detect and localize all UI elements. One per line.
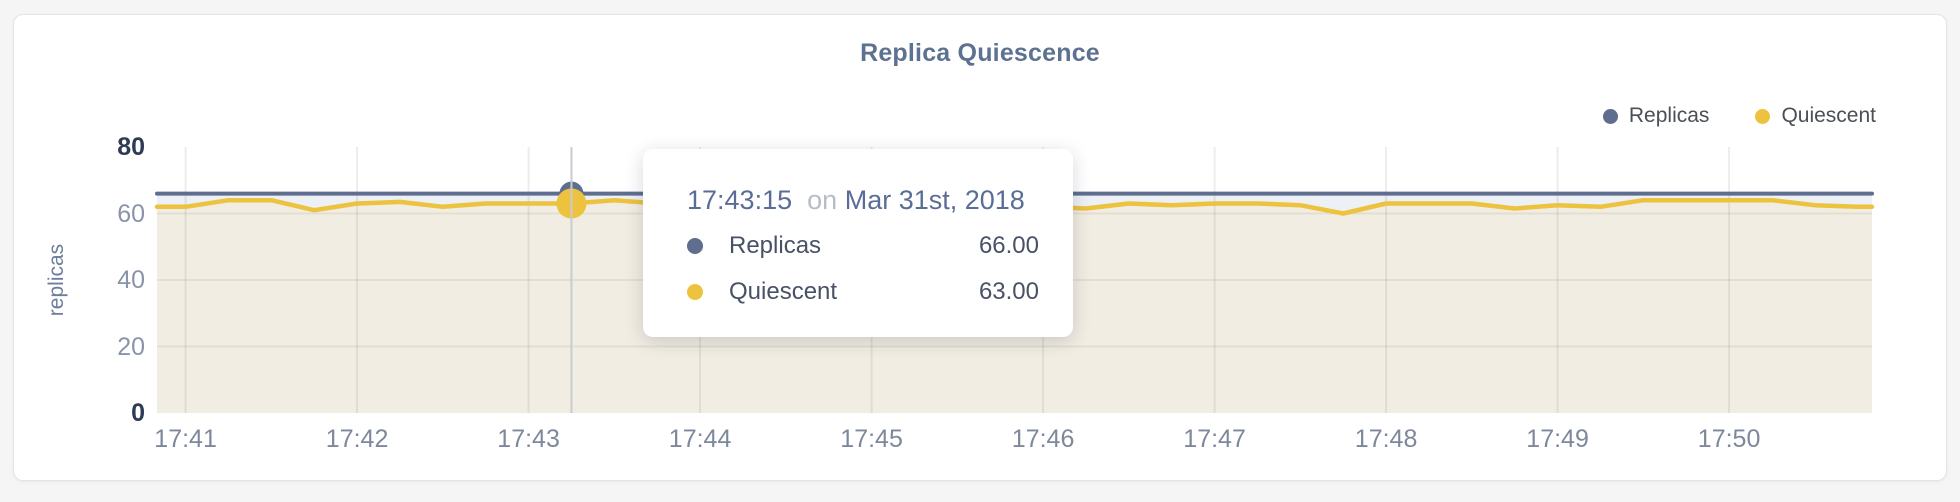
y-tick-label: 0 (131, 399, 145, 427)
legend-label: Quiescent (1781, 104, 1876, 127)
x-tick-label: 17:44 (668, 425, 732, 453)
x-tick-label: 17:43 (497, 425, 560, 453)
chart-title: Replica Quiescence (860, 39, 1100, 67)
x-tick-label: 17:41 (154, 425, 217, 453)
x-tick-label: 17:42 (325, 425, 389, 453)
legend-item-replicas[interactable]: Replicas (1602, 104, 1710, 128)
x-tick-label: 17:50 (1697, 425, 1761, 453)
y-tick-label: 80 (117, 133, 145, 161)
x-tick-label: 17:47 (1183, 425, 1246, 453)
tooltip-row-quiescent: Quiescent 63.00 (687, 277, 1039, 307)
x-tick-label: 17:46 (1011, 425, 1075, 453)
x-tick-label: 17:45 (840, 425, 903, 453)
legend-dot-icon (1602, 108, 1618, 124)
tooltip-series-dot-icon (687, 284, 703, 300)
tooltip-series-dot-icon (687, 238, 703, 254)
tooltip-series-value: 66.00 (978, 232, 1039, 259)
tooltip-date: Mar 31st, 2018 (844, 185, 1025, 215)
tooltip-header: 17:43:15 on Mar 31st, 2018 (687, 185, 1039, 215)
tooltip-connector: on (807, 185, 838, 215)
tooltip-time: 17:43:15 (687, 185, 793, 215)
y-tick-label: 60 (117, 199, 145, 228)
tooltip-rows: Replicas 66.00 Quiescent 63.00 (687, 231, 1039, 307)
tooltip-series-label: Replicas (729, 232, 822, 259)
legend-item-quiescent[interactable]: Quiescent (1755, 104, 1876, 128)
tooltip-row-replicas: Replicas 66.00 (687, 231, 1039, 261)
tooltip-series-label: Quiescent (729, 278, 838, 305)
tooltip-series-value: 63.00 (978, 278, 1039, 305)
chart-tooltip: 17:43:15 on Mar 31st, 2018 Replicas 66.00… (643, 149, 1073, 337)
legend-dot-icon (1755, 108, 1771, 124)
x-tick-label: 17:48 (1354, 425, 1418, 453)
legend-label: Replicas (1628, 104, 1710, 127)
x-tick-label: 17:49 (1526, 425, 1589, 453)
y-tick-label: 40 (117, 266, 145, 294)
y-tick-label: 20 (117, 332, 145, 361)
chart-legend: Replicas Quiescent (1602, 104, 1876, 128)
